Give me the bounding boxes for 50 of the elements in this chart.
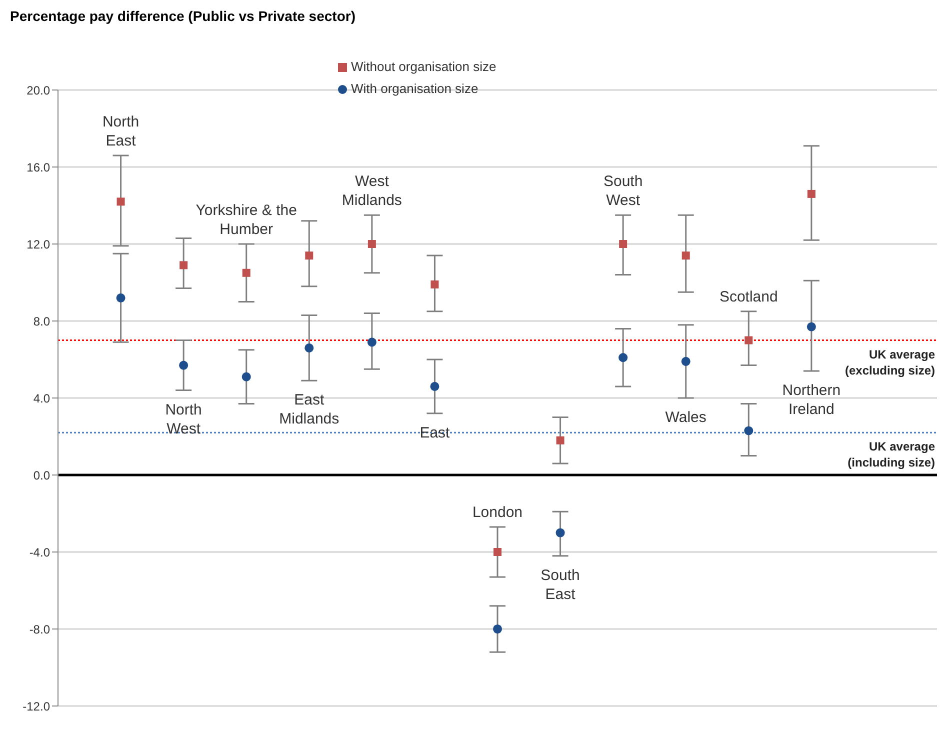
point xyxy=(619,240,628,248)
x-tick-label: Wales xyxy=(665,409,706,426)
point xyxy=(304,343,314,352)
point xyxy=(492,624,502,634)
point xyxy=(556,528,565,538)
point xyxy=(494,548,502,556)
y-tick-label: 20.0 xyxy=(26,83,50,98)
x-tick-label: Yorkshire & the Humber xyxy=(196,202,297,238)
point xyxy=(430,382,440,391)
point xyxy=(179,360,188,370)
point xyxy=(368,240,376,248)
point xyxy=(116,198,125,206)
point xyxy=(305,252,314,260)
y-tick-label: -8.0 xyxy=(29,622,50,636)
point xyxy=(744,336,753,344)
point xyxy=(681,356,690,366)
point xyxy=(430,280,439,288)
y-tick-label: 4.0 xyxy=(33,391,50,406)
x-tick-label: South East xyxy=(540,566,580,603)
x-tick-label: North East xyxy=(102,113,140,150)
point xyxy=(242,372,251,382)
y-tick-label: 12.0 xyxy=(26,237,50,252)
point xyxy=(367,338,376,347)
x-tick-label: East Midlands xyxy=(279,392,340,428)
point xyxy=(556,436,564,444)
point xyxy=(116,293,126,302)
point xyxy=(744,426,754,436)
y-tick-label: 0.0 xyxy=(33,468,50,482)
x-tick-label: East xyxy=(420,424,451,442)
x-tick-label: North West xyxy=(165,401,202,438)
point xyxy=(618,353,628,362)
ref-line-label: UK average (excluding size) xyxy=(844,347,936,378)
x-tick-label: London xyxy=(472,504,523,521)
point xyxy=(242,268,250,277)
point xyxy=(180,261,188,270)
legend-label: Without organisation size xyxy=(351,59,496,74)
y-tick-label: -12.0 xyxy=(22,699,50,714)
y-tick-label: -4.0 xyxy=(29,545,50,560)
y-tick-label: 16.0 xyxy=(26,160,50,174)
chart-title: Percentage pay difference (Public vs Private sector) xyxy=(9,8,356,26)
x-tick-label: Scotland xyxy=(719,288,778,306)
point xyxy=(682,252,690,260)
ref-line-label: UK average (including size) xyxy=(848,440,936,470)
x-tick-label: Northern Ireland xyxy=(782,382,841,418)
legend-label: With organisation size xyxy=(351,81,478,96)
y-tick-label: 8.0 xyxy=(33,314,50,328)
point xyxy=(807,190,816,198)
point xyxy=(806,322,816,332)
x-tick-label: South West xyxy=(603,173,643,210)
x-tick-label: West Midlands xyxy=(342,173,402,210)
